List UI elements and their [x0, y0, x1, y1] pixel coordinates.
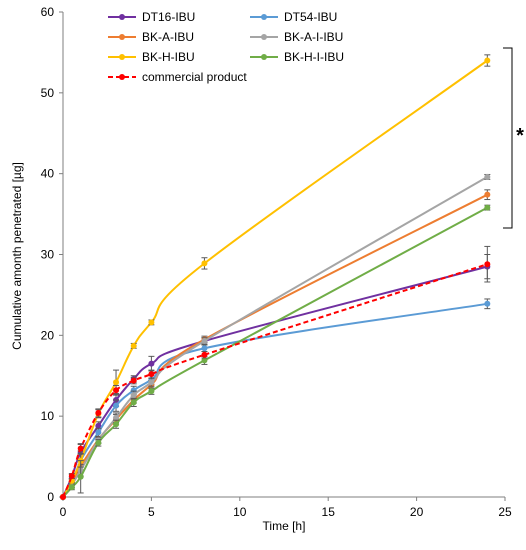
- data-point: [130, 392, 137, 399]
- y-tick-label: 50: [41, 86, 55, 100]
- series-3: [60, 173, 491, 500]
- legend-swatch-marker: [119, 54, 125, 60]
- legend-item: BK-A-I-IBU: [250, 30, 343, 44]
- data-point: [130, 387, 137, 394]
- significance-bracket: [503, 47, 513, 229]
- legend-swatch-marker: [119, 34, 125, 40]
- data-point: [484, 191, 491, 198]
- data-point: [95, 429, 102, 436]
- data-point: [113, 402, 120, 409]
- series-line: [62, 176, 488, 498]
- series-0: [60, 254, 491, 500]
- y-tick-label: 20: [41, 328, 55, 342]
- data-point: [201, 351, 208, 358]
- series-4: [60, 54, 491, 500]
- plot-frame: [62, 12, 505, 498]
- x-axis-label: Time [h]: [263, 519, 306, 533]
- series-line: [62, 193, 488, 498]
- legend-item: BK-H-IBU: [108, 50, 195, 64]
- data-point: [201, 357, 208, 364]
- data-point: [148, 360, 155, 367]
- data-point: [77, 473, 84, 480]
- legend-swatch-marker: [119, 14, 125, 20]
- series-line: [62, 263, 488, 498]
- legend: DT16-IBU DT54-IBU BK-A-IBU BK-A-I-IBU BK-H-I…: [108, 10, 344, 84]
- data-point: [130, 377, 137, 384]
- data-point: [484, 300, 491, 307]
- series-line: [62, 206, 488, 498]
- data-point: [60, 494, 66, 500]
- legend-item: BK-A-IBU: [108, 30, 194, 44]
- legend-label: BK-A-IBU: [142, 30, 194, 44]
- data-point: [130, 399, 137, 406]
- legend-label: BK-A-I-IBU: [284, 30, 343, 44]
- data-point: [113, 414, 120, 421]
- data-point: [113, 421, 120, 428]
- x-tick-label: 10: [233, 505, 247, 519]
- data-point: [484, 204, 491, 211]
- data-point: [201, 337, 208, 344]
- data-point: [148, 371, 155, 378]
- data-point: [148, 379, 155, 386]
- y-axis-label: Cumulative amonth penetrated [µg]: [10, 162, 24, 350]
- y-tick-label: 30: [41, 248, 55, 262]
- series-5: [60, 204, 491, 500]
- data-point: [484, 173, 491, 180]
- x-tick-label: 5: [148, 505, 155, 519]
- y-tick-label: 0: [47, 490, 54, 504]
- data-point: [130, 342, 137, 349]
- data-point: [201, 345, 208, 352]
- data-point: [95, 439, 102, 446]
- series-line: [62, 59, 488, 498]
- x-tick-label: 15: [322, 505, 336, 519]
- data-point: [68, 484, 75, 491]
- data-point: [68, 472, 75, 479]
- data-point: [95, 409, 102, 416]
- x-tick-label: 25: [498, 505, 512, 519]
- legend-item: BK-H-I-IBU: [250, 50, 344, 64]
- x-tick-label: 20: [410, 505, 424, 519]
- legend-item: DT54-IBU: [250, 10, 337, 24]
- series-1: [60, 298, 491, 500]
- data-point: [77, 445, 84, 452]
- data-point: [148, 319, 155, 326]
- data-point: [484, 261, 491, 268]
- series-2: [60, 189, 491, 500]
- legend-label: BK-H-IBU: [142, 50, 195, 64]
- legend-label: commercial product: [142, 70, 247, 84]
- significance-annotation: *: [503, 47, 524, 229]
- legend-swatch-marker: [119, 74, 125, 80]
- x-ticks: 0 5 10 15 20 25: [60, 497, 512, 519]
- y-tick-label: 10: [41, 409, 55, 423]
- legend-swatch-marker: [261, 54, 267, 60]
- x-tick-label: 0: [60, 505, 67, 519]
- legend-swatch-marker: [261, 14, 267, 20]
- legend-item: DT16-IBU: [108, 10, 195, 24]
- y-tick-label: 40: [41, 167, 55, 181]
- data-point: [95, 422, 102, 429]
- data-point: [201, 260, 208, 267]
- series-6: [60, 245, 491, 500]
- legend-label: DT16-IBU: [142, 10, 195, 24]
- legend-label: BK-H-I-IBU: [284, 50, 344, 64]
- legend-item: commercial product: [108, 70, 247, 84]
- significance-asterisk: *: [516, 125, 524, 147]
- y-ticks: 0 10 20 30 40 50 60: [41, 5, 63, 504]
- series-layer: [60, 54, 491, 500]
- data-point: [484, 57, 491, 64]
- legend-swatch-marker: [261, 34, 267, 40]
- data-point: [113, 387, 120, 394]
- data-point: [148, 388, 155, 395]
- data-point: [113, 379, 120, 386]
- legend-label: DT54-IBU: [284, 10, 337, 24]
- y-tick-label: 60: [41, 5, 55, 19]
